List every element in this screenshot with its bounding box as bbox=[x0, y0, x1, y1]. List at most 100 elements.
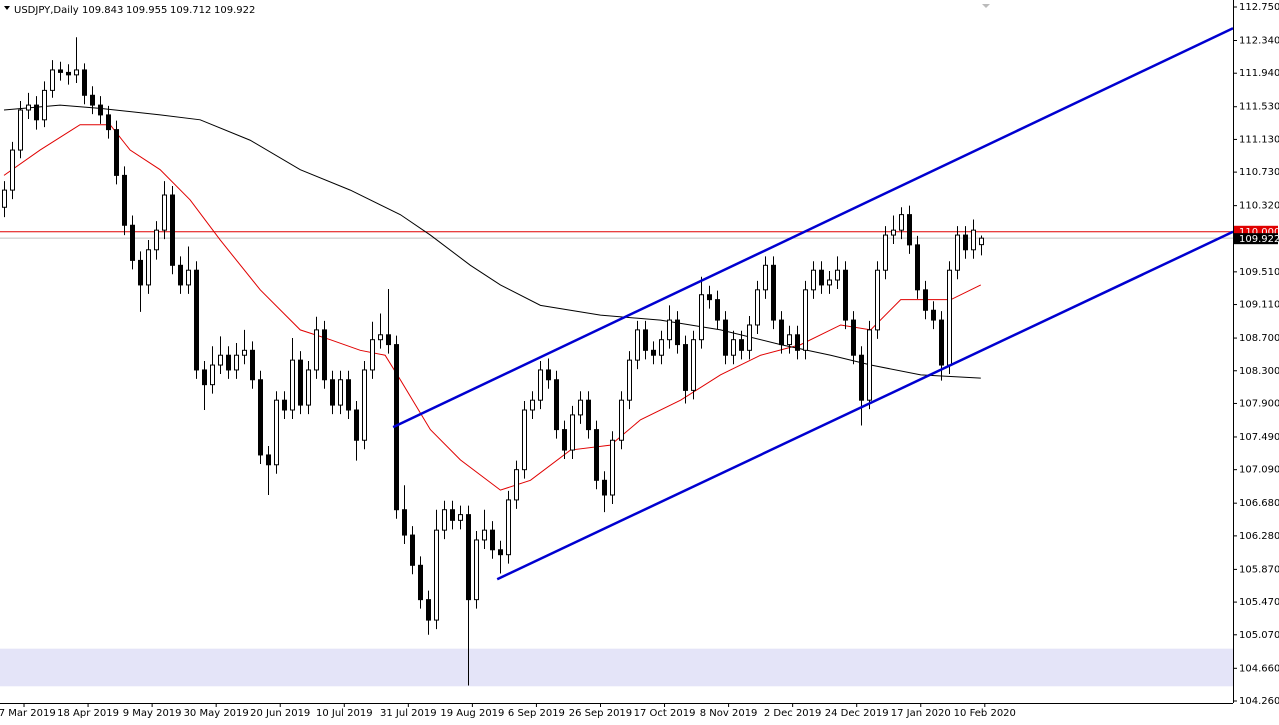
candle-body bbox=[450, 509, 455, 521]
candle-body bbox=[250, 349, 255, 381]
x-tick-label: 18 Apr 2019 bbox=[57, 708, 119, 719]
support-zone bbox=[0, 648, 1233, 687]
candle-body bbox=[10, 149, 15, 191]
y-tick-label: 105.470 bbox=[1239, 597, 1279, 608]
x-tick-label: 30 May 2019 bbox=[184, 708, 249, 719]
y-tick-label: 111.130 bbox=[1239, 134, 1279, 145]
candle-body bbox=[338, 379, 343, 406]
y-tick-label: 110.730 bbox=[1239, 167, 1279, 178]
candle-body bbox=[594, 429, 599, 481]
candle-body bbox=[290, 359, 295, 411]
candle-body bbox=[114, 129, 119, 176]
candle-body bbox=[875, 269, 880, 331]
candle-body bbox=[795, 334, 800, 351]
candle-body bbox=[234, 354, 239, 371]
candle-body bbox=[651, 349, 656, 356]
candle-body bbox=[514, 469, 519, 501]
candle-body bbox=[506, 499, 511, 556]
candle-body bbox=[474, 539, 479, 601]
x-tick-label: 26 Sep 2019 bbox=[569, 708, 632, 719]
candle-body bbox=[330, 379, 335, 406]
candle-body bbox=[146, 249, 151, 286]
x-tick-label: 8 Nov 2019 bbox=[700, 708, 758, 719]
candle-body bbox=[570, 414, 575, 451]
candle-body bbox=[819, 269, 824, 286]
candle-body bbox=[739, 339, 744, 351]
candle-body bbox=[691, 339, 696, 391]
y-tick-label: 105.870 bbox=[1239, 564, 1279, 575]
candle-body bbox=[370, 339, 375, 371]
candle-body bbox=[242, 349, 247, 356]
header-low: 109.712 bbox=[170, 5, 211, 16]
candle-body bbox=[643, 329, 648, 351]
candle-body bbox=[883, 234, 888, 271]
candle-body bbox=[835, 269, 840, 281]
hline-price-label: 110.000 bbox=[1239, 227, 1279, 238]
candle-body bbox=[851, 319, 856, 356]
candle-body bbox=[763, 264, 768, 291]
x-tick-label: 17 Jan 2020 bbox=[891, 708, 951, 719]
candle-body bbox=[635, 329, 640, 361]
x-tick-label: 31 Jul 2019 bbox=[380, 708, 437, 719]
candle-body bbox=[923, 289, 928, 311]
candle-body bbox=[675, 319, 680, 346]
candle-body bbox=[867, 329, 872, 401]
y-tick-label: 111.940 bbox=[1239, 68, 1279, 79]
x-tick-label: 17 Oct 2019 bbox=[634, 708, 696, 719]
candle-body bbox=[346, 379, 351, 411]
candle-body bbox=[803, 289, 808, 351]
trend-line bbox=[496, 230, 1234, 581]
candle-body bbox=[138, 259, 143, 286]
candle-body bbox=[66, 71, 71, 76]
header-open: 109.843 bbox=[82, 5, 123, 16]
candle-body bbox=[659, 339, 664, 356]
candle-body bbox=[202, 369, 207, 386]
candle-body bbox=[538, 369, 543, 401]
y-tick-label: 109.510 bbox=[1239, 267, 1279, 278]
x-tick-label: 20 Jun 2019 bbox=[250, 708, 310, 719]
candle-body bbox=[546, 369, 551, 381]
y-tick-label: 105.070 bbox=[1239, 630, 1279, 641]
candle-body bbox=[18, 109, 23, 151]
candle-body bbox=[90, 94, 95, 106]
candle-body bbox=[619, 399, 624, 441]
candle-body bbox=[98, 104, 103, 116]
x-tick-label: 24 Dec 2019 bbox=[825, 708, 889, 719]
candle-body bbox=[562, 429, 567, 451]
candle-body bbox=[667, 319, 672, 341]
candle-body bbox=[747, 324, 752, 351]
candle-body bbox=[947, 269, 952, 366]
candle-body bbox=[82, 69, 87, 96]
candle-body bbox=[34, 104, 39, 121]
candle-body bbox=[426, 599, 431, 621]
y-tick-label: 104.660 bbox=[1239, 663, 1279, 674]
candle-body bbox=[458, 514, 463, 521]
candle-body bbox=[170, 194, 175, 266]
symbol-icon bbox=[4, 6, 10, 10]
y-tick-label: 110.320 bbox=[1239, 201, 1279, 212]
candle-body bbox=[683, 344, 688, 391]
candle-body bbox=[42, 89, 47, 121]
y-tick-label: 111.530 bbox=[1239, 102, 1279, 113]
x-tick-label: 9 May 2019 bbox=[123, 708, 182, 719]
candle-body bbox=[899, 214, 904, 231]
hline-price-box bbox=[1234, 225, 1278, 237]
candle-body bbox=[610, 439, 615, 496]
candle-body bbox=[378, 334, 383, 341]
candle-body bbox=[771, 264, 776, 321]
candle-body bbox=[322, 329, 327, 381]
candle-body bbox=[210, 364, 215, 386]
bid-price-box bbox=[1234, 233, 1278, 245]
candle-body bbox=[314, 329, 319, 371]
candle-body bbox=[218, 354, 223, 366]
candle-body bbox=[602, 479, 607, 496]
candle-body bbox=[274, 399, 279, 466]
candle-body bbox=[586, 399, 591, 431]
candle-body bbox=[194, 269, 199, 371]
candle-body bbox=[915, 244, 920, 291]
candle-body bbox=[466, 514, 471, 601]
candle-body bbox=[787, 334, 792, 346]
candle-body bbox=[106, 114, 111, 131]
candle-body bbox=[627, 359, 632, 401]
candle-body bbox=[418, 564, 423, 601]
